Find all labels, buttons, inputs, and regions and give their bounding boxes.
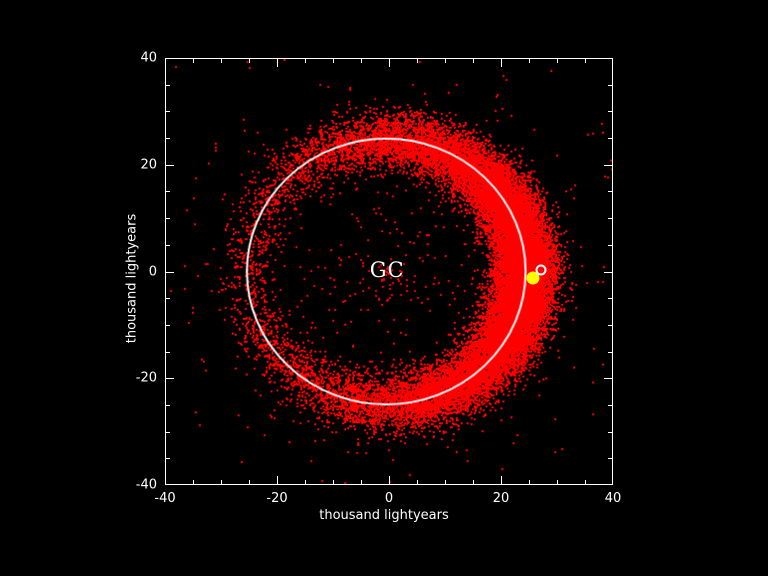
sun-marker xyxy=(526,271,540,285)
y-tick-label: 20 xyxy=(140,157,157,173)
axis-tick xyxy=(604,164,613,166)
axis-tick xyxy=(165,324,170,326)
axis-tick xyxy=(608,111,613,113)
axis-tick xyxy=(608,84,613,86)
axis-tick xyxy=(608,458,613,460)
axis-tick xyxy=(193,58,194,63)
axis-tick xyxy=(389,476,390,485)
axis-tick xyxy=(165,138,170,140)
y-tick-label: -20 xyxy=(135,370,157,386)
axis-tick xyxy=(608,298,613,300)
axis-tick xyxy=(608,431,613,433)
x-tick-label: 40 xyxy=(604,491,622,506)
axis-tick xyxy=(389,58,390,67)
axis-tick xyxy=(585,480,586,485)
axis-tick xyxy=(604,271,613,273)
axis-tick xyxy=(165,218,170,220)
axis-tick xyxy=(165,84,170,86)
axis-tick xyxy=(529,58,530,63)
axis-tick xyxy=(165,191,170,193)
x-tick-label: 20 xyxy=(492,491,510,506)
axis-tick xyxy=(473,58,474,63)
axis-tick xyxy=(165,378,174,380)
axis-tick xyxy=(445,58,446,63)
axis-tick xyxy=(445,480,446,485)
axis-tick xyxy=(277,58,278,67)
axis-tick xyxy=(604,378,613,380)
axis-tick xyxy=(501,476,502,485)
x-axis-title: thousand lightyears xyxy=(319,508,449,523)
x-tick-label: 0 xyxy=(384,491,394,506)
sun-circle-marker xyxy=(535,264,547,276)
y-tick-label: 0 xyxy=(148,264,157,279)
axis-tick xyxy=(501,58,502,67)
axis-tick xyxy=(249,58,250,63)
axis-tick xyxy=(249,480,250,485)
axis-tick xyxy=(305,480,306,485)
galactic-center-label: GC xyxy=(369,257,405,282)
plot-area: GC xyxy=(165,58,613,485)
y-axis-title-wrapper: thousand lightyears xyxy=(125,0,141,576)
axis-tick xyxy=(608,191,613,193)
axis-tick xyxy=(585,58,586,63)
axis-tick xyxy=(221,58,222,63)
axis-tick xyxy=(165,164,174,166)
axis-tick xyxy=(361,480,362,485)
axis-tick xyxy=(608,138,613,140)
axis-tick xyxy=(417,480,418,485)
axis-tick xyxy=(165,404,170,406)
axis-tick xyxy=(361,58,362,63)
axis-tick xyxy=(608,324,613,326)
axis-tick xyxy=(557,480,558,485)
axis-tick xyxy=(277,476,278,485)
axis-tick xyxy=(333,480,334,485)
axis-tick xyxy=(557,58,558,63)
axis-tick xyxy=(417,58,418,63)
axis-tick xyxy=(165,111,170,113)
x-tick-label: -20 xyxy=(266,491,288,506)
axis-tick xyxy=(608,351,613,353)
axis-tick xyxy=(165,244,170,246)
axis-tick xyxy=(165,431,170,433)
y-tick-label: 40 xyxy=(140,50,157,66)
y-tick-label: -40 xyxy=(135,477,157,493)
x-tick-label: -40 xyxy=(154,491,176,506)
axis-tick xyxy=(608,244,613,246)
axis-tick xyxy=(333,58,334,63)
axis-tick xyxy=(165,298,170,300)
axis-tick xyxy=(165,271,174,273)
axis-tick xyxy=(529,480,530,485)
axis-tick xyxy=(473,480,474,485)
axis-tick xyxy=(193,480,194,485)
axis-tick xyxy=(305,58,306,63)
axis-tick xyxy=(165,351,170,353)
axis-tick xyxy=(608,218,613,220)
axis-tick xyxy=(608,404,613,406)
y-axis-title: thousand lightyears xyxy=(124,213,140,344)
axis-tick xyxy=(221,480,222,485)
axis-tick xyxy=(165,458,170,460)
